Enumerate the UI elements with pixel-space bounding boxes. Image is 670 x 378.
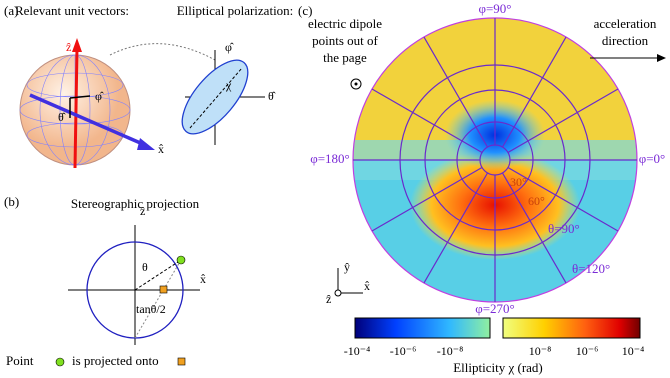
x-hat: x̂ bbox=[158, 142, 164, 156]
x-hat: x̂ bbox=[364, 279, 370, 293]
arrowhead bbox=[72, 38, 82, 52]
panel-label: (a) bbox=[4, 3, 18, 18]
point bbox=[176, 255, 186, 265]
y-hat: ŷ bbox=[344, 260, 350, 274]
theta-label: 30° bbox=[510, 175, 527, 189]
theta-label: θ=120° bbox=[572, 261, 610, 276]
colorbar-tick: 10⁻⁶ bbox=[576, 344, 599, 358]
colorbar-positive bbox=[502, 317, 641, 339]
spoke bbox=[423, 36, 489, 148]
major-axis bbox=[189, 67, 243, 129]
phi-hat: φ̂ bbox=[225, 40, 234, 54]
spoke bbox=[371, 166, 483, 232]
theta-label: θ=90° bbox=[548, 221, 580, 236]
dipole-note: the page bbox=[323, 50, 367, 65]
theta-hat: θ̂ bbox=[268, 89, 276, 103]
colorbar-negative bbox=[354, 317, 491, 339]
chi: χ bbox=[225, 78, 232, 92]
panel-label: (b) bbox=[4, 194, 19, 209]
phi-label: φ=180° bbox=[310, 151, 350, 166]
spoke bbox=[501, 172, 567, 284]
colorbar-tick: 10⁻⁸ bbox=[529, 344, 552, 358]
dipole-symbol bbox=[350, 78, 362, 90]
dipole-note: electric dipole bbox=[308, 16, 382, 31]
z-hat: ẑ bbox=[66, 40, 71, 54]
arrowhead bbox=[137, 138, 155, 150]
heading: Relevant unit vectors: bbox=[15, 3, 129, 18]
phi-label: φ=0° bbox=[639, 151, 666, 166]
acceleration-note: acceleration bbox=[594, 16, 657, 31]
x-arrow bbox=[29, 93, 146, 147]
radius bbox=[134, 259, 182, 291]
caption: is projected onto bbox=[72, 353, 159, 368]
spoke bbox=[371, 88, 483, 154]
dipole-note: points out of bbox=[312, 33, 378, 48]
theta-hat: θ̂ bbox=[58, 110, 66, 124]
phi-hat: φ̂ bbox=[95, 89, 104, 103]
spoke bbox=[501, 36, 567, 148]
z-hat: ẑ bbox=[140, 204, 145, 218]
heading: Stereographic projection bbox=[71, 196, 200, 211]
dipole-symbol bbox=[354, 82, 358, 86]
phi-label: φ=90° bbox=[478, 1, 511, 16]
projection-line bbox=[134, 259, 182, 339]
colorbar-tick: 10⁻⁴ bbox=[622, 344, 645, 358]
spoke bbox=[507, 88, 619, 154]
heading: Elliptical polarization: bbox=[177, 3, 294, 18]
point-icon bbox=[55, 357, 65, 367]
z-symbol bbox=[334, 289, 342, 297]
colorbar-tick: -10⁻⁶ bbox=[390, 344, 417, 358]
theta: θ bbox=[142, 260, 148, 274]
phi-vec bbox=[69, 95, 91, 99]
colorbar-title: Ellipticity χ (rad) bbox=[453, 360, 543, 375]
polar-grid bbox=[352, 17, 638, 303]
acceleration-note: direction bbox=[602, 33, 649, 48]
z-arrow bbox=[73, 47, 79, 169]
connector bbox=[109, 43, 216, 61]
tan-label: tanθ/2 bbox=[136, 302, 166, 316]
caption: Point bbox=[6, 353, 34, 368]
projected-point bbox=[159, 285, 168, 294]
arrowhead bbox=[657, 54, 666, 62]
x-hat: x̂ bbox=[200, 272, 206, 286]
spoke bbox=[423, 172, 489, 284]
colorbar-tick: -10⁻⁴ bbox=[344, 344, 371, 358]
panel-label: (c) bbox=[298, 3, 312, 18]
colorbar-tick: -10⁻⁸ bbox=[437, 344, 464, 358]
phi-label: φ=270° bbox=[475, 301, 515, 316]
projected-icon bbox=[177, 357, 186, 366]
spoke bbox=[507, 166, 619, 232]
theta-label: 60° bbox=[528, 194, 545, 208]
z-hat: ẑ bbox=[326, 292, 331, 306]
polarization-ellipse bbox=[181, 59, 249, 135]
